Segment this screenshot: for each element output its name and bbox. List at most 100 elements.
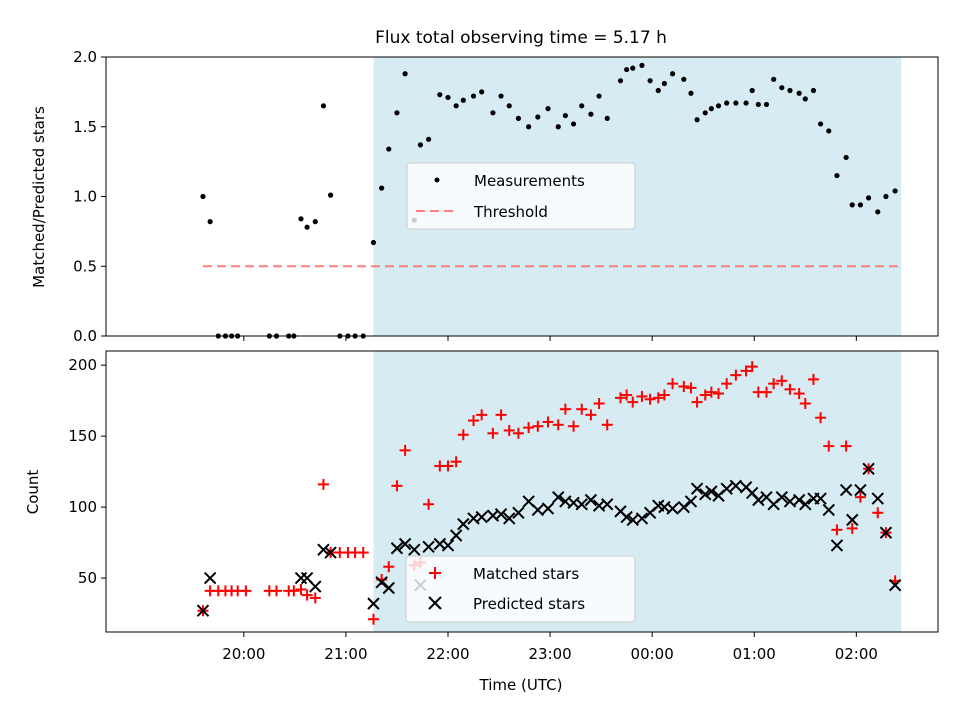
matched-star-point bbox=[240, 585, 252, 597]
matched-star-point bbox=[721, 378, 733, 390]
predicted-star-point bbox=[324, 546, 337, 559]
predicted-star-point bbox=[375, 576, 388, 589]
matched-star-point bbox=[760, 386, 772, 398]
matched-star-point bbox=[503, 424, 515, 436]
matched-star-point bbox=[658, 389, 670, 401]
matched-star-point bbox=[872, 507, 884, 519]
predicted-star-point bbox=[684, 495, 698, 508]
predicted-star-point bbox=[367, 597, 380, 610]
measurement-point bbox=[755, 101, 761, 108]
matched-star-point bbox=[552, 419, 564, 431]
matched-star-point bbox=[576, 403, 588, 415]
predicted-star-point bbox=[830, 539, 844, 552]
predicted-star-point bbox=[449, 529, 463, 542]
measurement-point bbox=[470, 93, 477, 99]
predicted-star-point bbox=[552, 490, 565, 504]
matched-star-point bbox=[840, 440, 852, 452]
matched-star-point bbox=[823, 440, 835, 452]
predicted-star-point bbox=[317, 543, 330, 556]
matched-star-point bbox=[523, 422, 535, 434]
measurement-point bbox=[733, 100, 739, 106]
predicted-star-point bbox=[792, 493, 806, 507]
top-y-tick-label: 0.0 bbox=[73, 327, 97, 345]
measurement-point bbox=[617, 78, 624, 84]
measurement-point bbox=[402, 71, 408, 77]
legend-predicted-label: Predicted stars bbox=[473, 595, 585, 613]
measurement-point bbox=[694, 117, 700, 123]
predicted-star-point bbox=[846, 513, 859, 527]
measurement-point bbox=[545, 106, 551, 112]
measurement-point bbox=[604, 115, 610, 121]
measurement-point bbox=[763, 101, 770, 108]
measurement-point bbox=[810, 87, 817, 94]
matched-star-point bbox=[705, 386, 717, 398]
predicted-star-point bbox=[398, 537, 412, 551]
measurement-point bbox=[379, 185, 385, 191]
measurement-point bbox=[437, 92, 443, 98]
measurement-point bbox=[506, 103, 512, 109]
matched-star-point bbox=[831, 524, 843, 536]
measurement-point bbox=[526, 124, 532, 130]
measurement-point bbox=[875, 209, 881, 215]
measurement-point bbox=[460, 97, 466, 103]
predicted-star-point bbox=[839, 483, 853, 497]
matched-star-point bbox=[740, 365, 752, 377]
measurement-point bbox=[425, 136, 432, 142]
measurement-point bbox=[596, 93, 602, 99]
measurement-point bbox=[200, 193, 206, 200]
matched-star-point bbox=[559, 403, 571, 415]
matched-star-point bbox=[476, 409, 488, 421]
matched-star-point bbox=[644, 393, 656, 405]
bottom-y-tick-label: 50 bbox=[78, 569, 97, 587]
matched-star-point bbox=[367, 613, 379, 625]
predicted-star-point bbox=[705, 485, 718, 498]
x-tick-label: 02:00 bbox=[835, 645, 878, 663]
predicted-star-point bbox=[752, 493, 765, 507]
predicted-star-point bbox=[635, 512, 649, 525]
matched-star-point bbox=[383, 561, 395, 573]
measurement-point bbox=[515, 115, 522, 121]
predicted-star-point bbox=[575, 498, 588, 511]
measurement-point bbox=[579, 103, 585, 109]
measurement-point bbox=[779, 85, 785, 91]
measurement-point bbox=[327, 192, 334, 198]
predicted-star-point bbox=[720, 482, 733, 495]
measurement-point bbox=[865, 195, 872, 201]
matched-star-point bbox=[457, 429, 469, 441]
top-y-tick-label: 1.0 bbox=[73, 188, 97, 206]
matched-star-point bbox=[776, 375, 788, 387]
predicted-star-point bbox=[854, 483, 867, 497]
matched-star-point bbox=[699, 389, 711, 401]
matched-star-point bbox=[784, 383, 796, 395]
measurement-point bbox=[661, 80, 668, 87]
predicted-star-point bbox=[390, 542, 404, 555]
matched-star-point bbox=[399, 444, 411, 456]
legend-matched-marker bbox=[429, 567, 441, 579]
top-y-tick-label: 2.0 bbox=[73, 48, 97, 66]
measurement-point bbox=[588, 111, 594, 117]
legend-predicted-marker bbox=[428, 596, 442, 610]
measurement-point bbox=[453, 103, 459, 109]
measurement-point bbox=[724, 100, 730, 106]
predicted-star-point bbox=[799, 498, 812, 511]
top-y-axis-label: Matched/Predicted stars bbox=[30, 106, 48, 288]
measurement-point bbox=[702, 110, 708, 116]
measurement-point bbox=[843, 154, 849, 161]
chart-title: Flux total observing time = 5.17 h bbox=[375, 28, 667, 48]
predicted-star-point bbox=[503, 512, 516, 525]
matched-star-point bbox=[442, 460, 454, 472]
top-y-tick-label: 0.5 bbox=[73, 257, 97, 275]
measurement-point bbox=[417, 142, 424, 148]
predicted-star-point bbox=[309, 580, 322, 593]
matched-star-point bbox=[593, 398, 605, 410]
predicted-star-point bbox=[382, 581, 395, 595]
matched-star-point bbox=[854, 491, 866, 503]
measurement-point bbox=[445, 94, 451, 101]
x-tick-label: 20:00 bbox=[222, 645, 265, 663]
matched-star-point bbox=[685, 382, 697, 394]
measurement-point bbox=[624, 66, 630, 73]
predicted-star-point bbox=[294, 571, 308, 585]
bottom-panel: 50 100 150 200 20:00 21:00 22:00 23:00 00:00 01:… bbox=[24, 350, 939, 694]
measurement-point bbox=[818, 121, 824, 127]
